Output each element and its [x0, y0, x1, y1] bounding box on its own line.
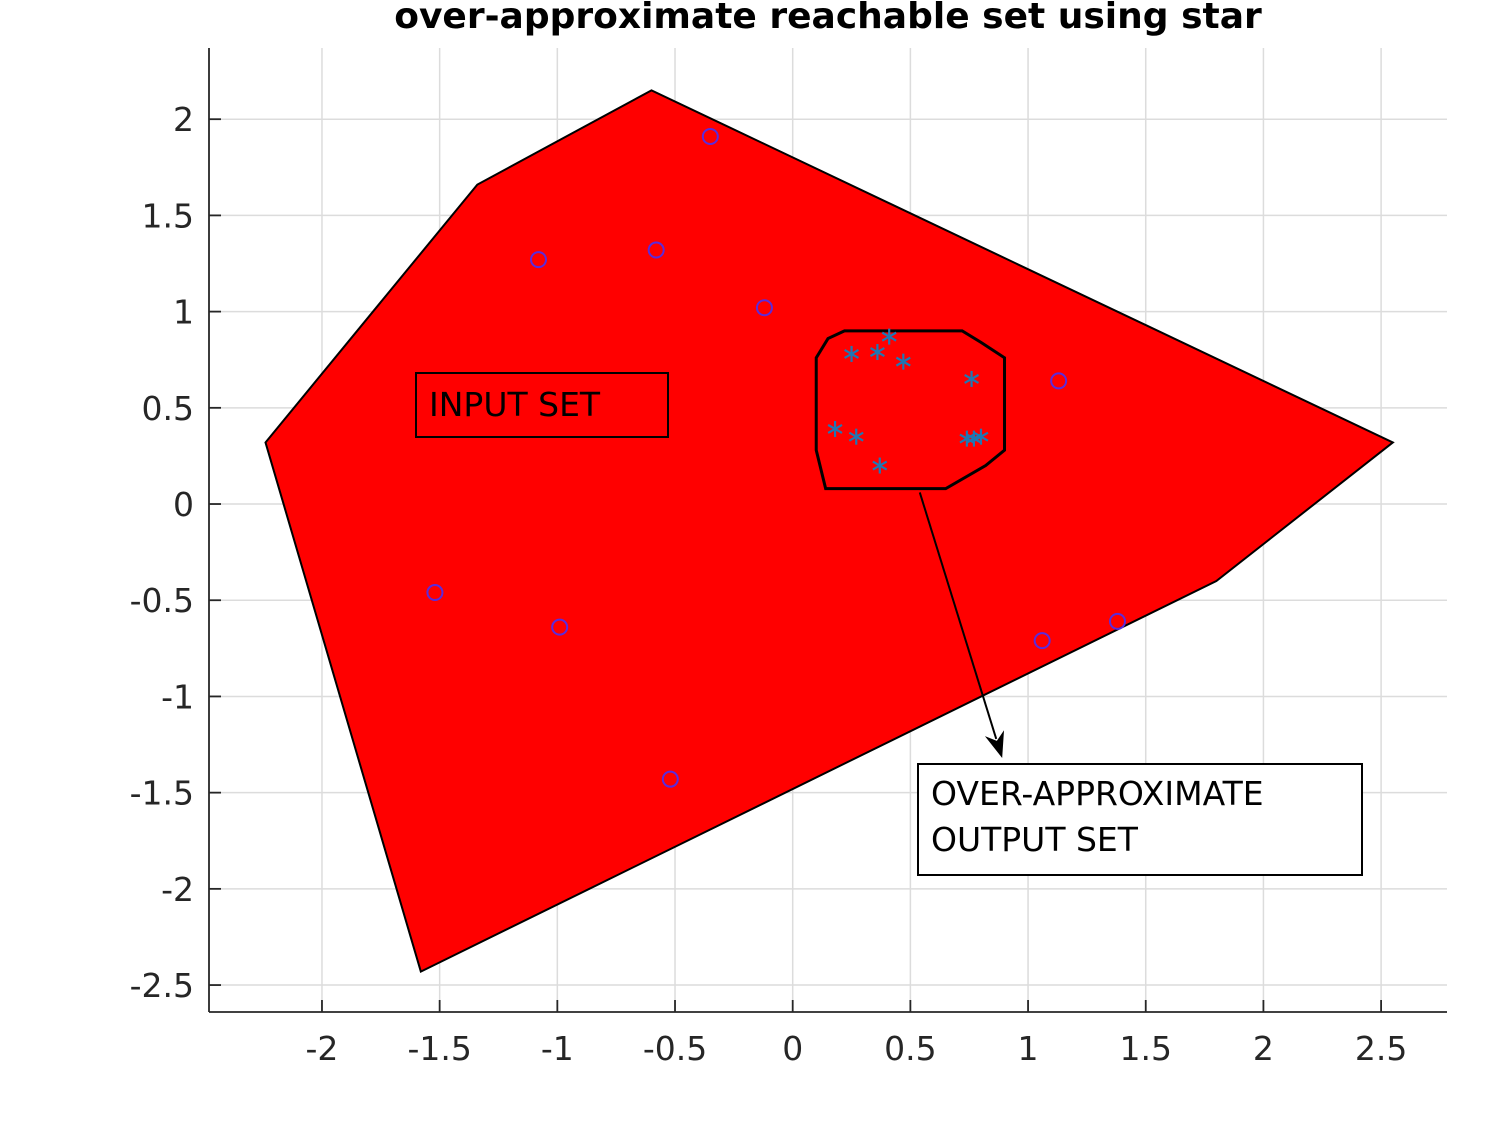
output-set-label-line2: OUTPUT SET — [931, 820, 1139, 859]
output-set-polygon — [814, 329, 1007, 491]
input-sample-point — [755, 299, 773, 317]
y-tick-label: -2 — [161, 870, 194, 909]
x-tick-label: 1.5 — [1119, 1029, 1171, 1068]
output-sample-point — [869, 344, 885, 361]
y-tick-label: 0.5 — [142, 389, 194, 428]
output-sample-point — [848, 428, 864, 445]
y-tick-label: -0.5 — [130, 581, 194, 620]
x-tick-label: 0.5 — [884, 1029, 936, 1068]
x-axis-ticks: -2 -1.5 -1 -0.5 0 0.5 1 1.5 2 2.5 — [306, 1000, 1407, 1068]
x-tick-label: 0 — [782, 1029, 803, 1068]
output-set-label-line1: OVER-APPROXIMATE — [931, 774, 1264, 813]
axes — [208, 48, 1447, 1013]
x-tick-label: -2 — [306, 1029, 339, 1068]
y-tick-label: -1 — [161, 677, 194, 716]
input-sample-point — [647, 241, 665, 259]
x-tick-label: 1 — [1018, 1029, 1039, 1068]
output-sample-point — [872, 457, 888, 474]
input-sample-point — [661, 770, 679, 788]
input-sample-point — [530, 251, 548, 269]
x-tick-label: -1 — [541, 1029, 574, 1068]
annotation-arrow-head — [984, 730, 1005, 759]
annotation-arrow — [918, 492, 998, 740]
y-tick-label: 2 — [173, 100, 194, 139]
y-tick-label: 1.5 — [142, 196, 194, 235]
y-tick-label: -1.5 — [130, 774, 194, 813]
input-sample-point — [1033, 632, 1051, 650]
input-sample-point — [426, 584, 444, 602]
output-sample-point — [881, 328, 897, 345]
input-set-label: INPUT SET — [429, 385, 601, 424]
y-tick-label: 0 — [173, 485, 194, 524]
output-sample-point — [827, 420, 843, 437]
output-set-label-box — [917, 763, 1363, 876]
y-tick-label: 1 — [173, 293, 194, 332]
chart-title: over-approximate reachable set using sta… — [394, 0, 1262, 37]
y-axis-ticks: 2 1.5 1 0.5 0 -0.5 -1 -1.5 -2 -2.5 — [130, 100, 221, 1005]
input-sample-point — [701, 128, 719, 146]
input-sample-markers — [426, 128, 1126, 788]
x-tick-label: 2.5 — [1355, 1029, 1407, 1068]
output-sample-point — [895, 353, 911, 370]
input-sample-point — [1050, 372, 1068, 390]
output-sample-point — [844, 345, 860, 362]
x-tick-label: 2 — [1253, 1029, 1274, 1068]
output-sample-markers — [827, 328, 989, 474]
x-tick-label: -1.5 — [407, 1029, 471, 1068]
input-set-label-box — [415, 372, 669, 438]
output-sample-point — [973, 428, 989, 445]
input-sample-point — [1108, 612, 1126, 630]
input-set-polygon — [264, 89, 1395, 974]
y-tick-label: -2.5 — [130, 966, 194, 1005]
input-sample-point — [551, 618, 569, 636]
x-tick-label: -0.5 — [643, 1029, 707, 1068]
output-sample-point — [964, 370, 980, 387]
